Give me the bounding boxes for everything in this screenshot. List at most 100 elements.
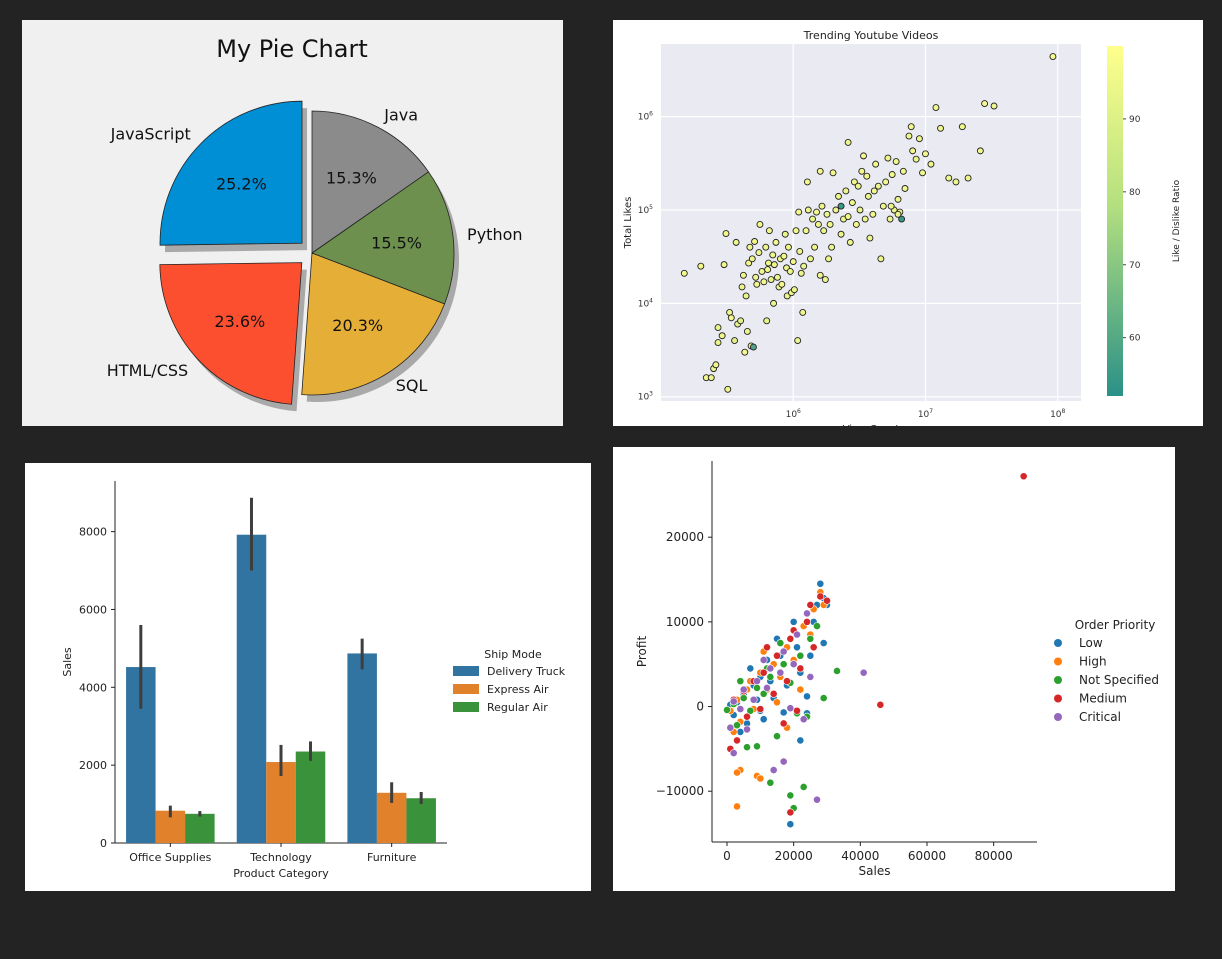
data-point [789,258,797,266]
data-point [859,668,868,677]
x-tick-label: 108 [1050,408,1065,420]
data-point [886,215,894,223]
data-point [898,215,906,223]
data-point [863,172,871,180]
data-point [758,267,766,275]
slice-category-label: HTML/CSS [107,361,188,380]
data-point [803,609,811,618]
data-point [767,276,775,283]
data-point [742,292,750,300]
legend-marker [1054,657,1062,666]
data-point [806,634,815,643]
plot-area [661,44,1081,401]
bar [236,534,267,843]
data-point [835,192,842,200]
data-point [844,138,852,146]
data-point [864,192,872,200]
data-point [759,689,768,698]
data-point [763,643,771,652]
data-point [739,685,748,694]
youtube-scatter-panel: 106 107 108 103 104 105 106 Trending Youtube Vi… [613,20,1203,426]
data-point [766,664,775,673]
profit-scatter-panel: 0 20000 40000 60000 80000 −10000 0 10000 20000 Sa… [613,447,1175,891]
data-point [756,774,765,783]
data-point [718,332,726,340]
pie-chart: My Pie Chart 25.2% JavaScript 23.6% HTML/CSS… [107,35,523,412]
slice-percent-label: 25.2% [216,174,267,193]
data-point [981,100,989,108]
data-point [733,721,741,730]
legend-marker [1054,713,1062,721]
data-point [958,123,966,131]
data-point [729,697,738,706]
data-point [729,749,738,757]
data-point [756,705,765,713]
data-point [793,706,801,715]
x-tick-label: 107 [918,408,933,420]
data-point [932,104,940,112]
data-point [743,725,751,734]
data-point [813,622,821,630]
chart-title: My Pie Chart [216,35,368,63]
legend-swatch [453,666,479,676]
data-point [726,723,735,732]
data-point [743,712,751,721]
data-point [759,715,768,724]
data-point [821,276,829,283]
data-point [794,337,802,344]
data-point [739,694,748,702]
y-tick-label: 104 [638,297,653,309]
data-point [816,271,824,279]
data-point [733,768,741,777]
data-point [733,802,741,811]
data-point [753,677,761,686]
slice-percent-label: 15.5% [371,234,422,253]
data-point [852,221,860,228]
data-point [769,689,778,698]
pie-slice-java [311,110,430,254]
data-point [707,374,715,382]
y-tick-label: −10000 [656,784,704,798]
y-tick-label: 2000 [79,759,107,772]
data-point [905,132,913,140]
data-point [776,668,785,677]
colorbar-tick-label: 60 [1129,334,1141,344]
data-point [779,708,788,717]
x-tick-label: 60000 [908,849,946,863]
data-point [804,206,812,214]
x-tick-label: Technology [249,851,312,864]
data-point [816,579,825,588]
legend-label: Low [1079,636,1103,650]
data-point [789,617,798,626]
y-tick-label: 6000 [79,603,107,616]
slice-category-label: Java [383,106,418,125]
data-point [842,187,850,195]
data-point [760,278,768,286]
slice-percent-label: 23.6% [214,312,265,331]
y-tick-label: 8000 [79,526,107,539]
data-point [894,195,902,203]
legend-label: Critical [1079,710,1121,724]
data-point [774,273,781,281]
legend-label: Express Air [487,683,549,696]
data-point [746,664,755,673]
data-point [770,299,778,307]
data-point [825,255,833,263]
legend-label: High [1079,655,1107,669]
data-point [765,227,773,235]
legend-marker [1054,694,1062,703]
legend-label: Not Specified [1079,673,1159,687]
data-point [779,660,788,669]
legend-marker [1054,639,1062,647]
data-point [766,672,775,681]
data-point [799,308,807,316]
data-point [826,221,834,228]
data-point [727,314,735,322]
data-point [781,230,789,238]
bar [295,751,326,843]
data-point [937,124,944,132]
data-point [722,230,730,237]
data-point [712,361,720,369]
data-point [816,592,825,601]
data-point [749,695,758,704]
